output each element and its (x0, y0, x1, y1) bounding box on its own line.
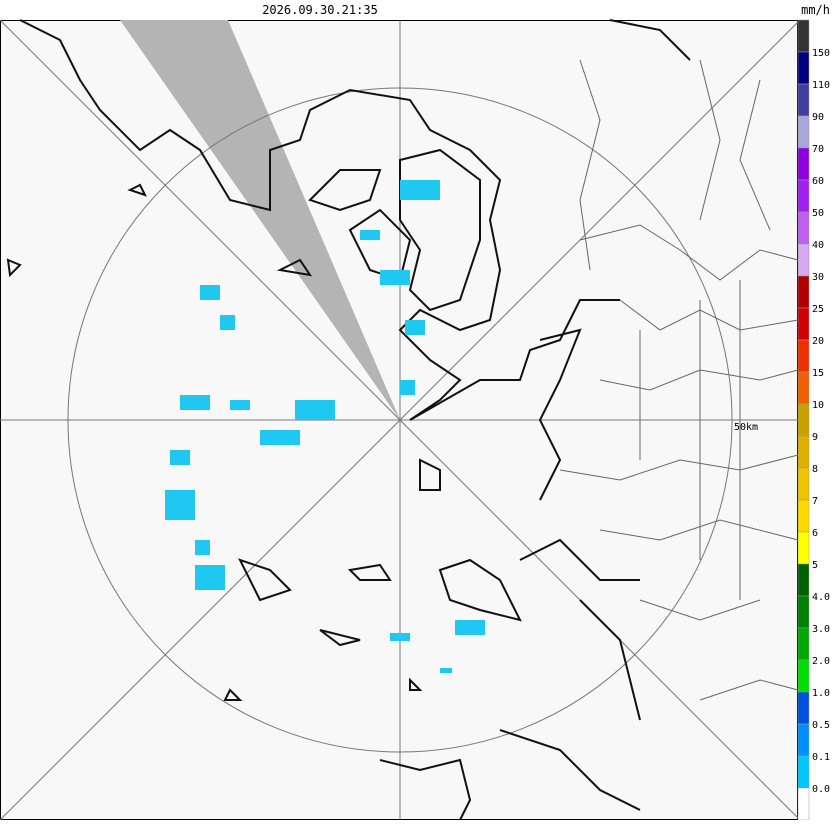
legend-label: 40 (812, 240, 824, 251)
legend-swatch (797, 339, 810, 373)
legend-swatch (797, 723, 810, 757)
legend-label: 10 (812, 400, 824, 411)
legend-label: 70 (812, 144, 824, 155)
admin-borders (559, 59, 799, 701)
legend: 150 110 90 70 60 50 40 30 25 20 15 10 9 8 7 6 5 4.0 3.0 2.0… (797, 19, 830, 821)
legend-label: 30 (812, 272, 824, 283)
legend-swatch (797, 755, 810, 789)
legend-swatch (797, 147, 810, 181)
legend-swatch (797, 499, 810, 533)
legend-label: 90 (812, 112, 824, 123)
blocked-sector (120, 20, 400, 420)
timestamp: 2026.09.30.21:35 (262, 3, 378, 17)
legend-swatch (797, 211, 810, 245)
legend-swatch (797, 627, 810, 661)
legend-label: 20 (812, 336, 824, 347)
legend-label: 150 (812, 48, 830, 59)
legend-label: 60 (812, 176, 824, 187)
legend-swatch (797, 307, 810, 341)
legend-swatch (797, 179, 810, 213)
legend-swatch (797, 659, 810, 693)
precipitation (165, 180, 485, 673)
legend-label: 110 (812, 80, 830, 91)
coastline (6, 19, 691, 821)
legend-swatch (797, 115, 810, 149)
legend-label: 6 (812, 528, 818, 539)
legend-label: 25 (812, 304, 824, 315)
legend-swatch (797, 51, 810, 85)
legend-label: 1.0 (812, 688, 830, 699)
legend-label: 5 (812, 560, 818, 571)
range-rings (0, 19, 799, 821)
legend-swatch (797, 787, 810, 821)
legend-swatch (797, 275, 810, 309)
legend-label: 2.0 (812, 656, 830, 667)
legend-label: 9 (812, 432, 818, 443)
legend-label: 3.0 (812, 624, 830, 635)
legend-label: 4.0 (812, 592, 830, 603)
legend-swatch (797, 691, 810, 725)
legend-label: 50 (812, 208, 824, 219)
map: 50km (0, 19, 799, 821)
range-label: 50km (734, 422, 758, 433)
legend-swatch (797, 467, 810, 501)
legend-label: 8 (812, 464, 818, 475)
legend-swatch (797, 435, 810, 469)
unit-label: mm/h (801, 3, 830, 17)
legend-label: 15 (812, 368, 824, 379)
legend-swatch (797, 403, 810, 437)
legend-label: 0.5 (812, 720, 830, 731)
legend-label: 0.1 (812, 752, 830, 763)
legend-swatch (797, 83, 810, 117)
legend-swatch (797, 243, 810, 277)
legend-label: 7 (812, 496, 818, 507)
legend-swatch (797, 595, 810, 629)
legend-swatch (797, 371, 810, 405)
legend-swatch (797, 563, 810, 597)
legend-swatch (797, 19, 810, 53)
legend-swatch (797, 531, 810, 565)
legend-label: 0.0 (812, 784, 830, 795)
